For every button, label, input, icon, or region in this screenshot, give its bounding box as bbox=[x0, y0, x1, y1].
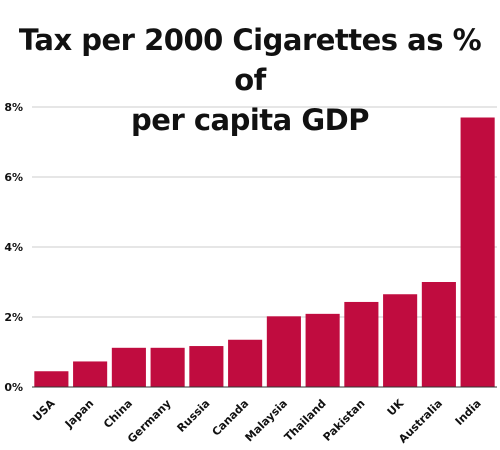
y-tick-label: 8% bbox=[4, 101, 23, 114]
bar-usa bbox=[34, 371, 69, 387]
bars bbox=[34, 117, 495, 387]
bar-germany bbox=[150, 347, 185, 387]
x-tick-label: China bbox=[101, 397, 135, 431]
x-tick-label: USA bbox=[30, 397, 57, 424]
bar-pakistan bbox=[344, 301, 379, 387]
x-tick-label: Malaysia bbox=[243, 397, 290, 444]
chart-title-line-2: per capita GDP bbox=[131, 103, 369, 137]
y-tick-label: 2% bbox=[4, 311, 23, 324]
y-tick-label: 0% bbox=[4, 381, 23, 394]
bar-uk bbox=[383, 294, 418, 387]
chart-title: Tax per 2000 Cigarettes as % of per capi… bbox=[0, 20, 500, 140]
x-tick-label: Pakistan bbox=[321, 397, 368, 444]
bar-china bbox=[111, 347, 146, 387]
bar-russia bbox=[189, 346, 224, 387]
y-tick-label: 4% bbox=[4, 241, 23, 254]
y-tick-label: 6% bbox=[4, 171, 23, 184]
x-tick-label: UK bbox=[385, 397, 407, 419]
bar-malaysia bbox=[266, 316, 301, 387]
bar-india bbox=[460, 117, 495, 387]
x-tick-label: Japan bbox=[62, 397, 96, 431]
y-axis-ticks: 0% 2% 4% 6% 8% bbox=[4, 101, 23, 394]
chart-title-line-1: Tax per 2000 Cigarettes as % of bbox=[18, 23, 482, 97]
x-tick-label: Russia bbox=[175, 397, 213, 435]
bar-canada bbox=[228, 339, 263, 387]
bar-japan bbox=[73, 361, 108, 387]
bar-australia bbox=[421, 282, 456, 387]
grid-lines bbox=[32, 106, 497, 318]
bar-thailand bbox=[305, 313, 340, 387]
x-tick-label: India bbox=[453, 397, 484, 428]
